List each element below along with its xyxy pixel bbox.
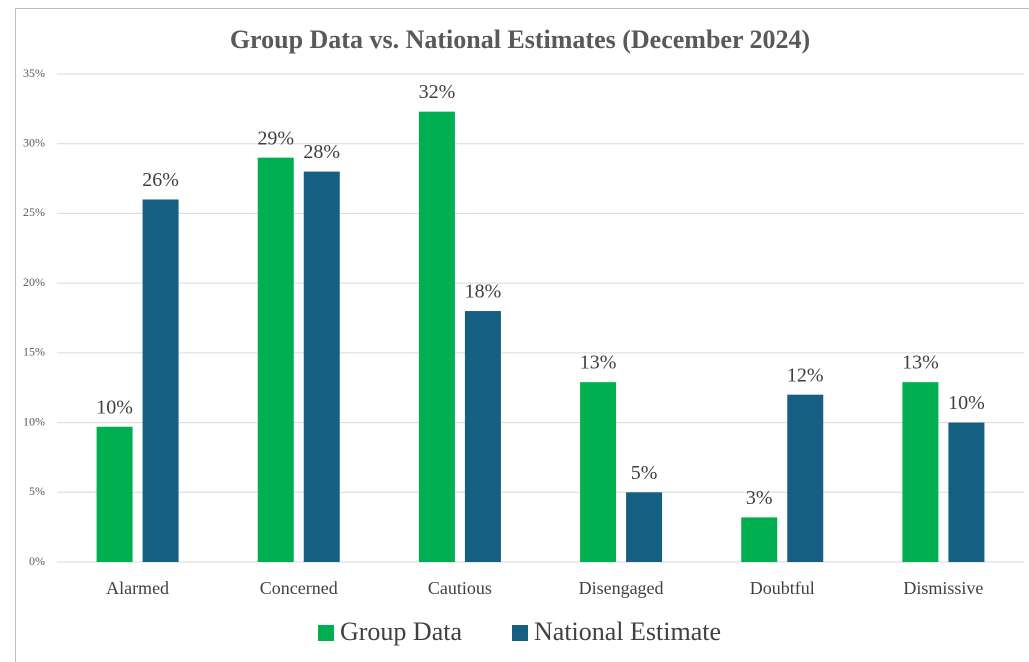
x-tick-label: Cautious: [428, 578, 492, 598]
y-tick-label: 35%: [23, 66, 45, 80]
value-label: 13%: [902, 352, 939, 374]
bar: [142, 199, 179, 562]
y-tick-label: 10%: [23, 414, 45, 428]
x-tick-label: Concerned: [260, 578, 338, 598]
value-label: 32%: [419, 81, 456, 103]
bar: [96, 426, 133, 562]
bar: [902, 382, 939, 562]
bar: [626, 492, 663, 562]
value-label: 26%: [142, 169, 179, 191]
bar: [464, 311, 501, 562]
y-tick-label: 15%: [23, 345, 45, 359]
legend-label: Group Data: [340, 617, 462, 646]
chart-frame: [15, 8, 1029, 662]
y-tick-label: 0%: [29, 554, 45, 568]
value-label: 29%: [257, 127, 294, 149]
value-label: 3%: [746, 487, 773, 509]
value-label: 10%: [96, 396, 133, 418]
y-tick-label: 20%: [23, 275, 45, 289]
legend-label: National Estimate: [534, 617, 721, 646]
chart-title: Group Data vs. National Estimates (Decem…: [230, 25, 810, 54]
bar: [257, 157, 294, 562]
x-tick-label: Alarmed: [106, 578, 169, 598]
value-label: 13%: [580, 352, 617, 374]
value-label: 10%: [948, 392, 985, 414]
x-tick-label: Dismissive: [903, 578, 983, 598]
bar: [948, 422, 985, 562]
value-label: 5%: [631, 462, 658, 484]
bar: [787, 394, 824, 562]
y-tick-label: 30%: [23, 135, 45, 149]
bar: [418, 111, 455, 562]
legend-swatch: [318, 625, 334, 641]
bar: [580, 382, 617, 562]
value-label: 12%: [787, 364, 824, 386]
x-tick-label: Doubtful: [750, 578, 815, 598]
bar: [741, 517, 778, 562]
value-label: 18%: [465, 281, 502, 303]
y-tick-label: 25%: [23, 205, 45, 219]
y-tick-label: 5%: [29, 484, 45, 498]
bar: [303, 171, 340, 562]
legend-swatch: [512, 625, 528, 641]
value-label: 28%: [303, 141, 340, 163]
x-tick-label: Disengaged: [579, 578, 664, 598]
